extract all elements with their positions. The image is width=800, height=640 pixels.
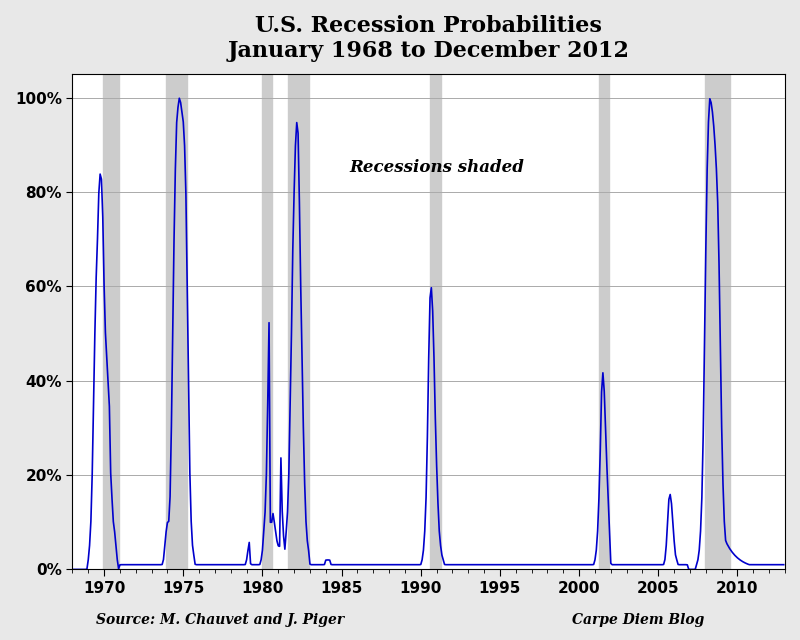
- Bar: [262, 74, 272, 570]
- Title: U.S. Recession Probabilities
January 1968 to December 2012: U.S. Recession Probabilities January 196…: [228, 15, 630, 63]
- Bar: [599, 74, 610, 570]
- Bar: [166, 74, 187, 570]
- Bar: [705, 74, 730, 570]
- Bar: [102, 74, 118, 570]
- Bar: [287, 74, 309, 570]
- Text: Recessions shaded: Recessions shaded: [350, 159, 525, 176]
- Bar: [430, 74, 441, 570]
- Text: Carpe Diem Blog: Carpe Diem Blog: [572, 613, 704, 627]
- Text: Source: M. Chauvet and J. Piger: Source: M. Chauvet and J. Piger: [96, 613, 344, 627]
